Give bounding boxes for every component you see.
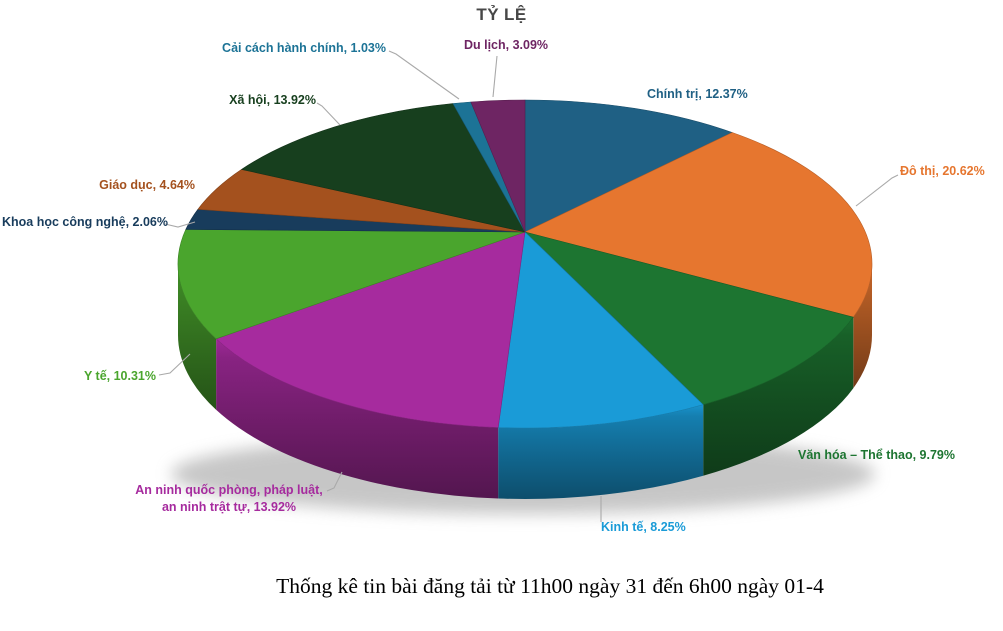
pie-slice-xa-hoi [241, 103, 526, 233]
pie-slice-chinh-tri [524, 99, 733, 233]
slice-label-do-thi: Đô thị, 20.62% [900, 164, 985, 178]
pie-slice-kinh-te [497, 231, 704, 429]
slice-label-an-ninh: An ninh quốc phòng, pháp luật, an ninh tr… [135, 483, 323, 514]
leader-line-do-thi [855, 174, 899, 207]
slice-label-kinh-te: Kinh tế, 8.25% [601, 520, 686, 534]
pie-slice-wall-van-hoa [703, 317, 854, 476]
pie-slice-van-hoa [524, 231, 854, 405]
slice-label-xa-hoi: Xã hội, 13.92% [229, 93, 316, 107]
pie-slice-wall-kinh-te [498, 404, 704, 499]
pie-slice-wall-an-ninh [216, 338, 499, 499]
slice-label-chinh-tri: Chính trị, 12.37% [647, 87, 748, 101]
leader-line-du-lich [492, 55, 498, 98]
slice-label-cai-cach: Cải cách hành chính, 1.03% [222, 41, 386, 55]
slice-label-du-lich: Du lịch, 3.09% [463, 38, 549, 52]
pie-slice-y-te [177, 229, 526, 340]
slice-label-giao-duc: Giáo dục, 4.64% [99, 178, 195, 192]
pie-faces [177, 99, 873, 429]
chart-title: TỶ LỆ [476, 5, 527, 24]
pie-slice-du-lich [470, 99, 526, 233]
leader-line-khoa-hoc [164, 221, 196, 228]
slice-label-khoa-hoc: Khoa học công nghệ, 2.06% [2, 215, 168, 229]
pie-slice-wall-y-te [177, 264, 217, 410]
pie-slice-an-ninh [215, 231, 526, 428]
leader-lines [158, 50, 899, 522]
pie-slice-wall-do-thi [853, 264, 872, 389]
pie-walls [177, 264, 872, 499]
leader-line-cai-cach [388, 50, 460, 100]
leader-line-xa-hoi [316, 102, 341, 126]
leader-line-an-ninh [326, 471, 343, 492]
slice-label-y-te: Y tế, 10.31% [83, 369, 156, 383]
slice-label-van-hoa: Văn hóa – Thể thao, 9.79% [798, 448, 955, 462]
chart-caption: Thống kê tin bài đăng tải từ 11h00 ngày … [276, 574, 824, 598]
leader-line-y-te [158, 353, 191, 376]
pie-slice-do-thi [524, 132, 873, 318]
